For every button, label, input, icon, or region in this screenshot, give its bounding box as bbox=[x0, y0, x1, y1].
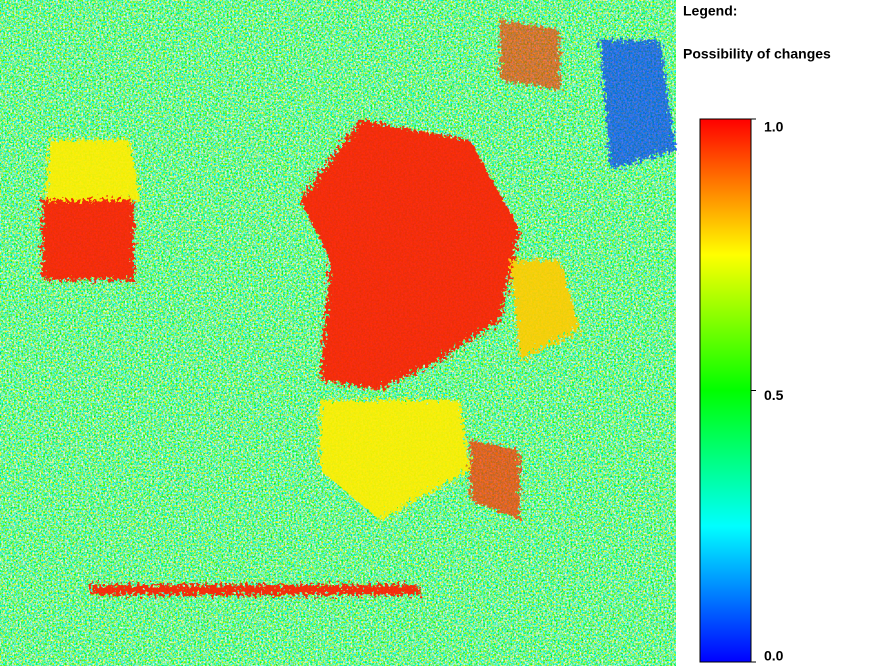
colorbar-tick-label: 0.0 bbox=[764, 648, 784, 664]
legend-title: Legend: bbox=[683, 3, 737, 19]
colorbar-label: Possibility of changes bbox=[683, 46, 831, 62]
colorbar bbox=[700, 119, 751, 662]
page: Legend: Possibility of changes 0.0 0.5 1.0 bbox=[0, 0, 889, 666]
change-map bbox=[0, 0, 676, 666]
colorbar-tick-label: 1.0 bbox=[764, 119, 784, 135]
colorbar-tick-label: 0.5 bbox=[764, 387, 784, 403]
